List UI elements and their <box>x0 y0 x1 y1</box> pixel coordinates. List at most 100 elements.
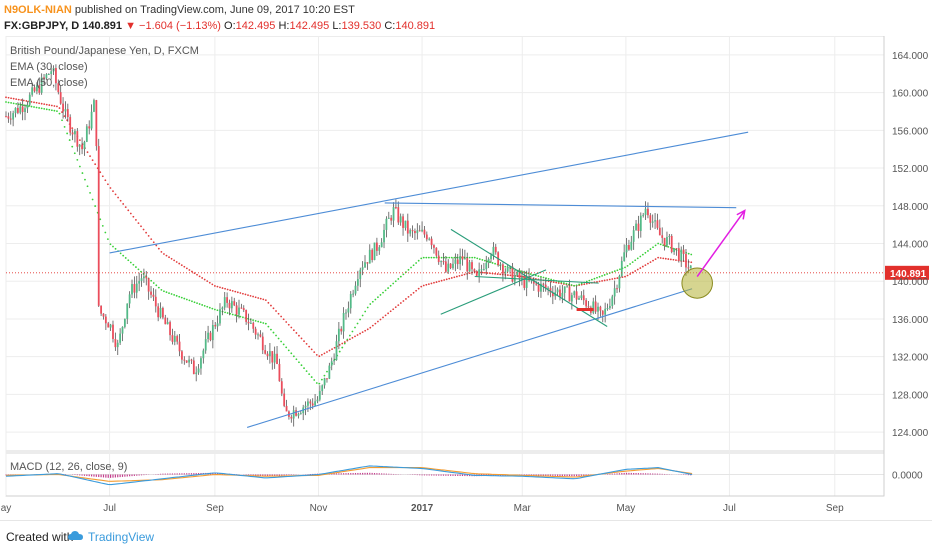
ema30-dot <box>315 382 318 384</box>
change-value: ▼ −1.604 (−1.13%) <box>125 20 221 32</box>
candle-body <box>544 284 547 289</box>
ema30-dot <box>374 298 377 301</box>
candle-body <box>409 230 412 234</box>
ema30-dot <box>598 275 601 278</box>
tradingview-link[interactable]: TradingView <box>88 530 155 544</box>
candle-body <box>547 287 549 289</box>
ema30-dot <box>412 264 415 267</box>
candle-body <box>675 248 678 250</box>
ema50-dot <box>659 257 662 259</box>
candle-body <box>651 221 654 223</box>
ema30-dot <box>71 145 74 148</box>
candle-body <box>333 360 336 362</box>
candle-body <box>399 216 402 223</box>
candle-body <box>459 256 462 265</box>
triangle-base-trendline[interactable] <box>474 275 599 284</box>
ema30-dot <box>155 284 158 287</box>
created-with-label: Created with <box>6 530 74 544</box>
ema50-dot <box>277 312 280 315</box>
candle-body <box>26 104 29 109</box>
ema30-dot <box>198 303 201 305</box>
ema30-dot <box>48 108 51 111</box>
candle-body <box>314 401 316 406</box>
open-value: 142.495 <box>235 20 276 32</box>
candle-body <box>368 249 371 264</box>
ema30-dot <box>94 205 97 207</box>
ema30-dot <box>397 278 400 280</box>
ema30-dot <box>659 243 662 246</box>
candle-body <box>585 300 588 307</box>
ema50-dot <box>10 97 12 100</box>
x-tick-label: Jul <box>103 503 116 514</box>
ema30-dot <box>379 294 382 296</box>
ema50-dot <box>438 280 440 283</box>
ema30-dot <box>50 109 53 112</box>
trendlines[interactable] <box>109 131 749 428</box>
ema30-dot <box>114 247 117 250</box>
candle-body <box>418 230 421 232</box>
candle-body <box>295 410 297 416</box>
ema30-dot <box>188 299 191 302</box>
candle-body <box>542 283 545 285</box>
ema30-dot <box>654 244 657 247</box>
candle-body <box>233 301 236 306</box>
candle-body <box>235 305 238 315</box>
candle-body <box>423 229 426 235</box>
ema50-dot <box>499 273 502 276</box>
candle-body <box>414 230 416 234</box>
channel-upper-trendline[interactable] <box>109 131 749 254</box>
candle-body <box>625 245 628 253</box>
ema50-dot <box>58 107 61 109</box>
ema30-dot <box>590 278 593 281</box>
pennant-lower-trendline[interactable] <box>440 269 547 315</box>
ema30-dot <box>157 286 160 289</box>
horizontal-resistance-trendline[interactable] <box>384 202 737 209</box>
candle-body <box>340 328 343 332</box>
ema50-dot <box>371 324 374 327</box>
ema50-dot <box>257 297 260 299</box>
ema30-dot <box>450 256 453 259</box>
candle-body <box>471 262 473 270</box>
candle-body <box>19 106 22 113</box>
ema30-dot <box>150 279 153 282</box>
candle-body <box>261 336 264 351</box>
ema50-dot <box>193 272 196 275</box>
ema50-dot <box>122 203 125 205</box>
ema50-dot <box>445 278 448 281</box>
ema30-dot <box>99 218 102 221</box>
candle-body <box>150 291 152 295</box>
ema50-dot <box>117 196 119 199</box>
candle-body <box>487 259 490 263</box>
candle-body <box>349 294 352 309</box>
ema50-dot <box>435 281 438 283</box>
author-link[interactable]: N9OLK-NIAN <box>4 4 72 16</box>
ema50-dot <box>129 212 132 215</box>
channel-lower-trendline[interactable] <box>246 288 693 428</box>
ema30-dot <box>203 304 206 307</box>
macd-line <box>5 465 693 486</box>
ema50-dot <box>323 352 326 355</box>
candle-body <box>95 100 98 147</box>
ema50-line <box>5 96 693 358</box>
candle-body <box>114 339 117 348</box>
ema30-dot <box>629 263 632 265</box>
candle-body <box>549 287 552 293</box>
candle-body <box>119 333 122 343</box>
ema30-dot <box>183 297 186 300</box>
y-tick-label: 132.000 <box>892 353 929 364</box>
ema50-dot <box>629 273 632 275</box>
x-tick-label: ay <box>1 503 12 514</box>
candle-body <box>504 271 507 274</box>
ema50-dot <box>682 260 685 263</box>
ema50-dot <box>639 267 642 269</box>
ema50-dot <box>155 244 158 247</box>
ema50-dot <box>180 264 183 267</box>
candle-body <box>245 309 248 322</box>
ema50-dot <box>415 289 418 292</box>
price-chart[interactable]: 140.891 164.000 160.000 156.000 152.000 148.… <box>0 36 932 520</box>
ema30-dot <box>122 254 125 257</box>
candle-body <box>654 220 656 222</box>
ema50-dot <box>142 228 145 231</box>
candle-body <box>216 323 219 327</box>
candle-body <box>677 248 680 261</box>
